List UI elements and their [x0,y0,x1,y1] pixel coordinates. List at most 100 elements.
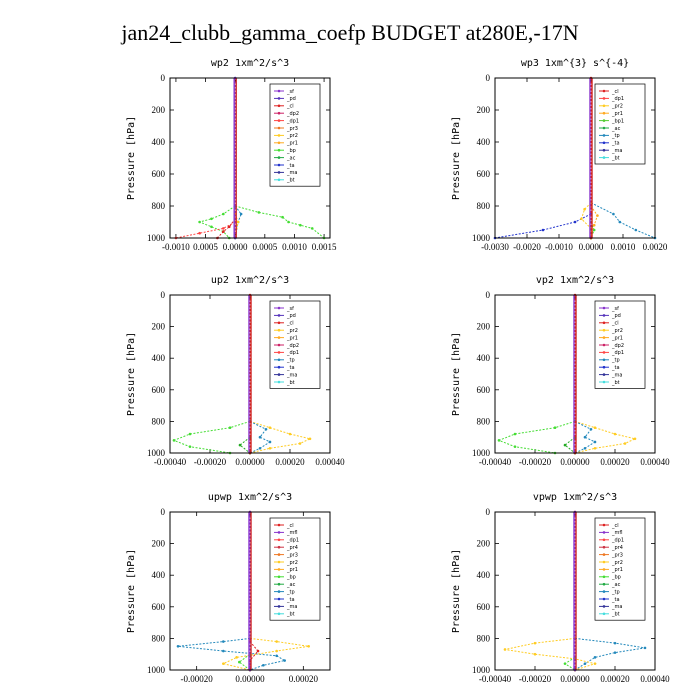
y-tick-label: 200 [477,105,491,115]
series-line [175,221,236,239]
series-marker [541,228,545,232]
y-tick-label: 400 [477,570,491,580]
y-tick-label: 600 [477,385,491,395]
x-tick-label: 0.00000 [560,457,590,467]
legend-entry: _bt [611,612,620,618]
y-tick-label: 800 [477,416,491,426]
legend-entry: _ma [611,604,622,610]
x-tick-label: -0.0020 [513,242,541,252]
legend-entry: _dp1 [286,350,299,356]
x-tick-label: -0.00020 [181,674,214,684]
panel-title: vpwp 1xm^2/s^3 [533,492,617,503]
panel-2: wp3 1xm^{3} s^{-4} Pressure [hPa] 0 200 400 6… [451,58,668,252]
series-marker [264,428,268,431]
legend-entry: _ma [611,372,622,378]
series-marker [198,220,201,224]
legend-entry: _tp [286,358,295,364]
y-tick-label: 800 [152,416,166,426]
panel-title: upwp 1xm^2/s^3 [208,492,292,503]
legend-entry: _bt [611,380,620,386]
legend-marker [602,358,606,362]
legend-marker [602,553,606,556]
legend-marker [602,590,606,593]
legend-entry: _ta [286,365,295,371]
y-tick-label: 1000 [147,448,166,458]
series-marker [589,428,593,431]
legend-entry: _pr3 [286,552,298,558]
series-marker [275,654,278,658]
legend-entry: _dp1 [286,118,299,124]
legend-entry: _pr2 [286,133,298,139]
series-marker [593,446,597,450]
legend-entry: _pr1 [611,335,623,341]
y-tick-label: 400 [477,353,491,363]
legend-marker [277,163,281,167]
x-tick-label: -0.00020 [519,457,552,467]
series-marker [210,217,213,221]
x-tick-label: -0.0010 [162,242,190,252]
y-tick-label: 0 [161,507,166,517]
y-tick-label: 400 [477,137,491,147]
legend-entry: _bt [286,612,295,618]
legend-entry: _cl [286,104,294,110]
y-axis-label: Pressure [hPa] [126,116,137,200]
legend-entry: _ta [611,365,620,371]
legend-marker [602,126,606,130]
x-tick-label: 0.00000 [560,674,590,684]
series-marker [222,230,225,233]
x-tick-label: 0.0010 [611,242,636,252]
legend-entry: _pr1 [611,567,623,573]
legend-marker [277,134,281,137]
series-line [504,637,597,671]
plot-frame [494,77,656,239]
legend-marker [277,97,281,100]
series-line [234,205,242,239]
series-marker [275,640,278,643]
legend-entry: _pr2 [611,328,623,334]
series-marker [258,446,262,450]
legend-marker [277,560,281,564]
legend-marker [602,134,606,137]
x-tick-label: 0.0020 [643,242,668,252]
legend-entry: _bp [286,575,296,581]
series-marker [583,446,587,450]
legend-entry: _ma [286,372,297,378]
y-tick-label: 600 [477,602,491,612]
series-marker [222,649,225,653]
plot-frame [169,77,331,239]
x-tick-label: 0.0010 [282,242,307,252]
series-marker [235,656,238,659]
legend-marker [277,373,281,376]
series-line [497,420,576,454]
legend-entry: _dp1 [611,96,624,102]
series-line [574,637,646,671]
series-marker [563,662,567,665]
x-tick-label: 0.00040 [315,457,345,467]
y-tick-label: 200 [477,322,491,332]
legend-entry: _dp2 [611,343,624,349]
panel-3: up2 1xm^2/s^3 Pressure [hPa] 0 200 400 600 800… [126,275,345,467]
series-marker [298,442,302,445]
series-marker [227,225,231,229]
legend-marker [277,343,281,347]
y-tick-label: 800 [477,201,491,211]
legend-entry: _ac [286,582,296,588]
panel-5: upwp 1xm^2/s^3 Pressure [hPa] 0 200 400 600 80… [126,492,331,684]
legend-marker [277,590,281,593]
legend-entry: _sf [611,306,619,312]
series-marker [198,231,201,235]
series-marker [583,662,587,665]
series-marker [188,432,192,436]
legend-entry: _dp1 [611,538,624,544]
legend-entry: _pr1 [611,111,623,117]
legend-entry: _cl [286,321,294,327]
legend-marker [277,380,281,384]
legend-entry: _bt [286,380,295,386]
series-marker [176,645,180,648]
legend-marker [277,531,281,534]
legend-entry: _bp [286,148,296,154]
series-marker [593,440,597,444]
legend-entry: _pr1 [286,141,298,147]
y-tick-label: 1000 [147,233,166,243]
y-tick-label: 0 [161,73,166,83]
